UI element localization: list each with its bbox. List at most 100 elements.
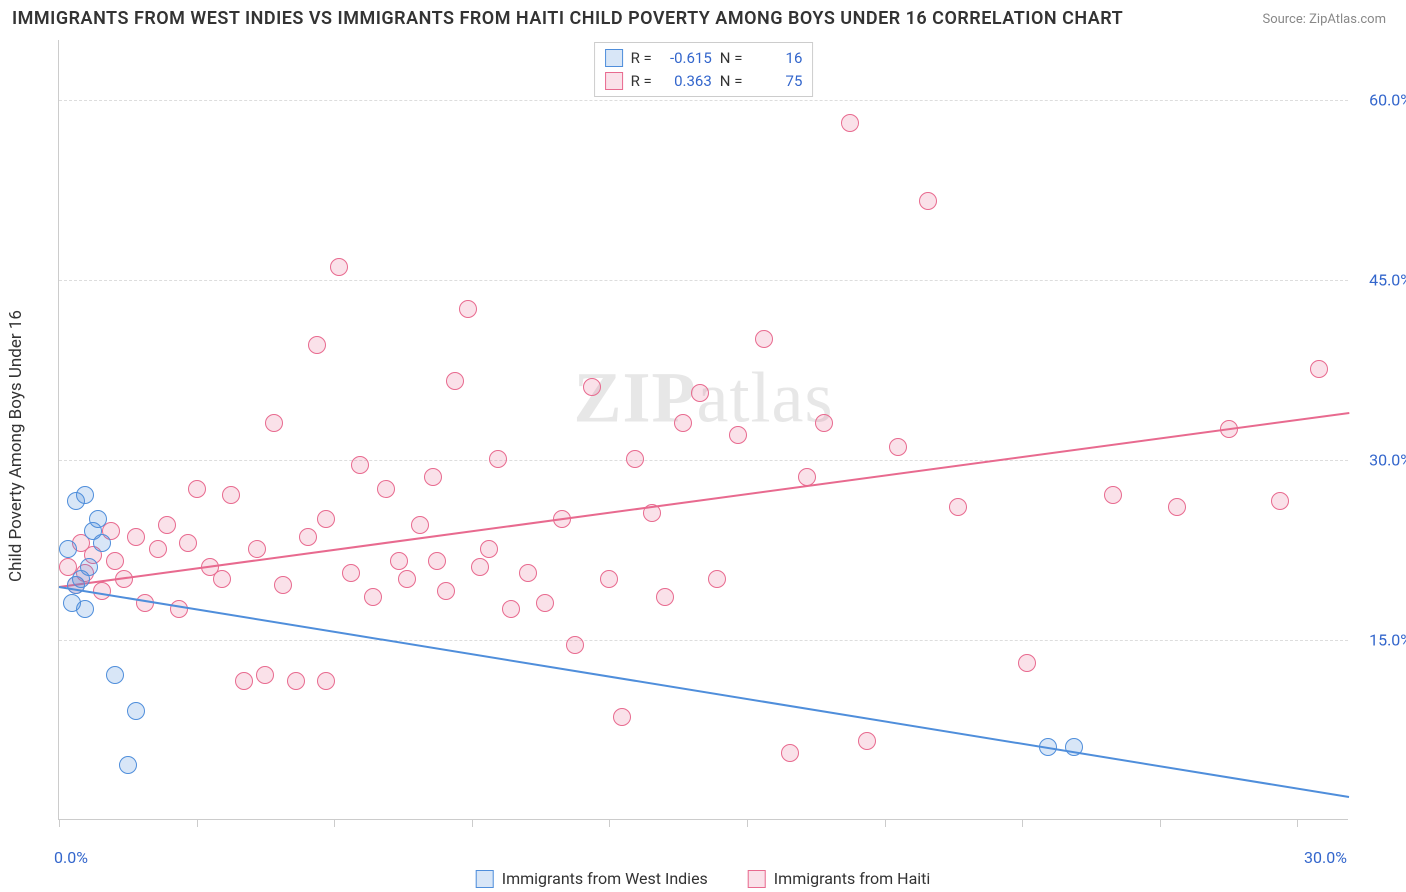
data-point-haiti [428,552,446,570]
x-tick-label-max: 30.0% [1304,848,1347,867]
legend-stats-row-haiti: R = 0.363 N = 75 [605,70,803,93]
data-point-haiti [755,330,773,348]
data-point-west-indies [106,666,124,684]
trendline-haiti [59,412,1349,588]
data-point-haiti [626,450,644,468]
trendline-west-indies [59,586,1349,798]
data-point-haiti [317,510,335,528]
data-point-haiti [858,732,876,750]
source-attribution: Source: ZipAtlas.com [1262,12,1386,27]
data-point-haiti [729,426,747,444]
x-tick [59,819,60,827]
data-point-haiti [213,570,231,588]
data-point-haiti [299,528,317,546]
data-point-haiti [222,486,240,504]
data-point-haiti [127,528,145,546]
watermark-atlas: atlas [697,358,834,438]
data-point-haiti [1271,492,1289,510]
data-point-haiti [274,576,292,594]
data-point-west-indies [119,756,137,774]
x-tick-label-min: 0.0% [54,848,88,867]
legend-item-west-indies: Immigrants from West Indies [476,869,708,888]
data-point-haiti [691,384,709,402]
data-point-haiti [708,570,726,588]
data-point-haiti [330,258,348,276]
data-point-west-indies [127,702,145,720]
chart-container: IMMIGRANTS FROM WEST INDIES VS IMMIGRANT… [0,0,1406,892]
y-tick-label: 30.0% [1369,451,1406,470]
legend-bottom: Immigrants from West Indies Immigrants f… [476,869,931,888]
legend-swatch-haiti [605,72,623,90]
data-point-haiti [583,378,601,396]
y-tick-label: 45.0% [1369,271,1406,290]
data-point-haiti [519,564,537,582]
y-axis-label: Child Poverty Among Boys Under 16 [6,310,26,582]
data-point-haiti [566,636,584,654]
data-point-haiti [446,372,464,390]
legend-label-west-indies: Immigrants from West Indies [502,869,708,888]
data-point-haiti [364,588,382,606]
gridline [59,460,1348,461]
legend-item-haiti: Immigrants from Haiti [748,869,930,888]
data-point-haiti [889,438,907,456]
x-tick [472,819,473,827]
data-point-haiti [351,456,369,474]
data-point-haiti [398,570,416,588]
x-tick [1022,819,1023,827]
x-tick [1160,819,1161,827]
gridline [59,640,1348,641]
x-tick [334,819,335,827]
n-value-west-indies: 16 [750,47,802,70]
data-point-haiti [308,336,326,354]
data-point-haiti [815,414,833,432]
data-point-haiti [256,666,274,684]
data-point-west-indies [76,486,94,504]
x-tick [1297,819,1298,827]
r-value-west-indies: -0.615 [660,47,712,70]
data-point-haiti [600,570,618,588]
data-point-haiti [170,600,188,618]
x-tick [747,819,748,827]
data-point-haiti [459,300,477,318]
data-point-west-indies [80,558,98,576]
data-point-haiti [317,672,335,690]
data-point-haiti [919,192,937,210]
data-point-haiti [841,114,859,132]
data-point-haiti [536,594,554,612]
x-tick [885,819,886,827]
r-label: R = [631,70,652,93]
y-tick-label: 15.0% [1369,631,1406,650]
data-point-haiti [489,450,507,468]
data-point-haiti [1104,486,1122,504]
legend-label-haiti: Immigrants from Haiti [774,869,930,888]
data-point-haiti [949,498,967,516]
data-point-haiti [235,672,253,690]
data-point-haiti [149,540,167,558]
r-value-haiti: 0.363 [660,70,712,93]
data-point-haiti [480,540,498,558]
data-point-haiti [179,534,197,552]
plot-area: ZIPatlas R = -0.615 N = 16 R = 0.363 N =… [58,40,1348,820]
data-point-haiti [437,582,455,600]
data-point-haiti [424,468,442,486]
gridline [59,280,1348,281]
data-point-haiti [377,480,395,498]
data-point-haiti [502,600,520,618]
data-point-haiti [342,564,360,582]
data-point-haiti [656,588,674,606]
n-label: N = [720,47,743,70]
data-point-west-indies [89,510,107,528]
data-point-haiti [411,516,429,534]
data-point-west-indies [93,534,111,552]
data-point-haiti [287,672,305,690]
legend-swatch-haiti [748,870,766,888]
legend-stats-row-west-indies: R = -0.615 N = 16 [605,47,803,70]
data-point-haiti [188,480,206,498]
data-point-haiti [1168,498,1186,516]
data-point-west-indies [76,600,94,618]
data-point-haiti [781,744,799,762]
n-label: N = [720,70,743,93]
n-value-haiti: 75 [750,70,802,93]
legend-swatch-west-indies [605,49,623,67]
data-point-haiti [674,414,692,432]
